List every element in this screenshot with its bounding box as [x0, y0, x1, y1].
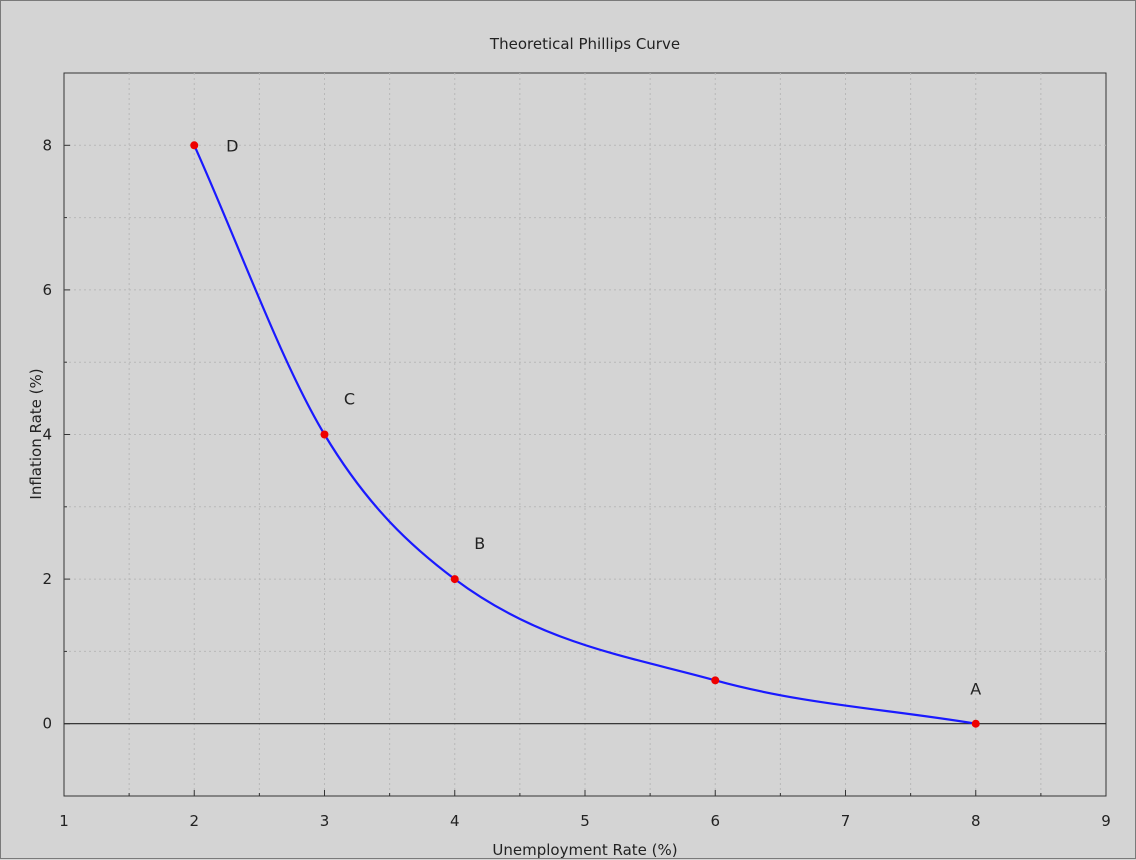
data-point	[320, 430, 329, 439]
series-layer: D C B A	[190, 136, 981, 728]
y-tick-label: 2	[42, 570, 52, 588]
x-tick-label: 2	[189, 812, 199, 830]
x-tick-label: 4	[450, 812, 460, 830]
x-axis-label: Unemployment Rate (%)	[492, 841, 677, 859]
data-point	[190, 141, 199, 150]
chart-title: Theoretical Phillips Curve	[489, 35, 680, 53]
x-tick-label: 1	[59, 812, 69, 830]
point-label-c: C	[344, 390, 355, 409]
data-point	[711, 676, 720, 685]
y-tick-label: 4	[42, 426, 52, 444]
data-point	[450, 575, 459, 584]
point-label-b: B	[474, 534, 485, 553]
x-tick-label: 5	[580, 812, 590, 830]
y-tick-label: 0	[42, 715, 52, 733]
x-tick-label: 9	[1101, 812, 1111, 830]
y-tick-label: 6	[42, 281, 52, 299]
x-tick-label: 6	[710, 812, 720, 830]
data-point	[971, 719, 980, 728]
x-tick-label: 8	[971, 812, 981, 830]
x-tick-label: 7	[841, 812, 851, 830]
axis-ticks: 1 2 3 4 5 6 7 8 9 0 2 4 6 8	[42, 72, 1111, 830]
y-tick-label: 8	[42, 136, 52, 154]
x-tick-label: 3	[320, 812, 330, 830]
grid	[64, 73, 1106, 796]
point-label-a: A	[970, 680, 981, 699]
y-axis-label: Inflation Rate (%)	[27, 368, 45, 499]
point-label-d: D	[226, 136, 238, 155]
